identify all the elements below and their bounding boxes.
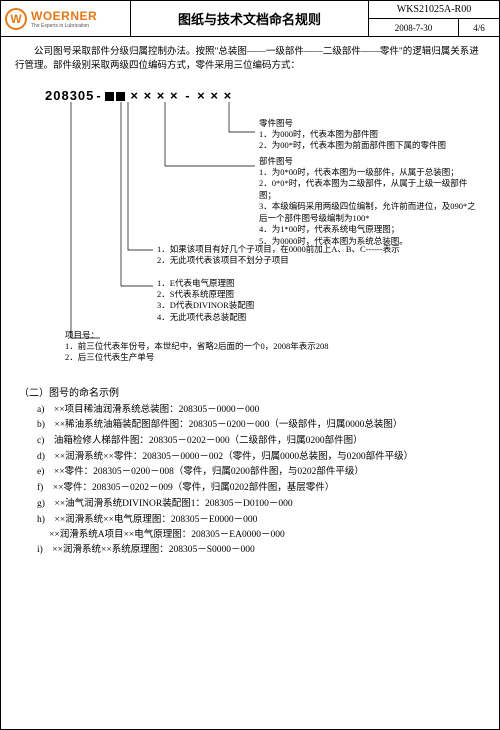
header: W WOERNER The Experts in Lubrication 图纸与… bbox=[1, 1, 499, 37]
example-h2: ××润滑系统A项目××电气原理图：208305－EA0000－000 bbox=[49, 528, 485, 543]
g2-l1: 1．为0*00时，代表本图为一级部件，从属于总装图； bbox=[259, 167, 479, 178]
doc-date: 2008-7-30 bbox=[369, 19, 459, 36]
brand-name: WOERNER bbox=[31, 9, 97, 23]
example-b: b) ××稀油系统油箱装配图部件图：208305－0200－000（一级部件，归… bbox=[37, 418, 485, 433]
g4-l2: 2．S代表系统原理图 bbox=[157, 289, 477, 300]
brand-tagline: The Experts in Lubrication bbox=[31, 23, 97, 29]
example-c: c) 油箱检修人梯部件图：208305－0202－000（二级部件，归属0200… bbox=[37, 434, 485, 449]
g5-l1: 1．前三位代表年份号，本世纪中，省略2后面的一个0，2008年表示208 bbox=[65, 341, 475, 352]
body: 公司图号采取部件分级归属控制办法。按照"总装图——一级部件——二级部件——零件"… bbox=[1, 37, 499, 565]
doc-number: WKS21025A-R00 bbox=[369, 1, 499, 19]
note-group-1: 零件图号 1．为000时，代表本图为部件图 2．为00*时，代表本图为前面部件图… bbox=[259, 118, 469, 152]
meta: WKS21025A-R00 2008-7-30 4/6 bbox=[369, 1, 499, 36]
doc-title: 图纸与技术文档命名规则 bbox=[131, 1, 369, 36]
example-d: d) ××润滑系统××零件：208305－0000－002（零件，归属0000总… bbox=[37, 450, 485, 465]
g2-l4: 4．为1*00时，代表系统电气原理图； bbox=[259, 224, 479, 235]
intro-text: 公司图号采取部件分级归属控制办法。按照"总装图——一级部件——二级部件——零件"… bbox=[15, 45, 485, 74]
g3-l2: 2．无此项代表该项目不划分子项目 bbox=[157, 255, 477, 266]
note-group-2: 部件图号 1．为0*00时，代表本图为一级部件，从属于总装图； 2．0*0*时，… bbox=[259, 156, 479, 248]
g4-l3: 3．D代表DIVINOR装配图 bbox=[157, 300, 477, 311]
example-i: i) ××润滑系统××系统原理图：208305－S0000－000 bbox=[37, 543, 485, 558]
g4-l4: 4．无此项代表总装配图 bbox=[157, 312, 477, 323]
g2-title: 部件图号 bbox=[259, 156, 479, 167]
g1-l2: 2．为00*时，代表本图为前面部件图下属的零件图 bbox=[259, 140, 469, 151]
example-e: e) ××零件：208305－0200－008（零件，归属0200部件图，与02… bbox=[37, 465, 485, 480]
example-f: f) ××零件：208305－0202－009（零件，归属0202部件图，基层零… bbox=[37, 481, 485, 496]
example-h: h) ××润滑系统××电气原理图：208305－E0000－000 bbox=[37, 513, 485, 528]
g1-l1: 1．为000时，代表本图为部件图 bbox=[259, 129, 469, 140]
note-group-3: 1．如果该项目有好几个子项目，在0000前加上A、B、C------表示 2．无… bbox=[157, 244, 477, 267]
section-2-head: （二）图号的命名示例 bbox=[19, 384, 485, 399]
g2-l2: 2．0*0*时，代表本图为二级部件，从属于上级一级部件图； bbox=[259, 178, 479, 201]
note-group-4: 1．E代表电气原理图 2．S代表系统原理图 3．D代表DIVINOR装配图 4．… bbox=[157, 278, 477, 324]
g4-l1: 1．E代表电气原理图 bbox=[157, 278, 477, 289]
example-a: a) ××项目稀油润滑系统总装图：208305－0000－000 bbox=[37, 403, 485, 418]
g5-l2: 2．后三位代表生产单号 bbox=[65, 352, 475, 363]
g3-l1: 1．如果该项目有好几个子项目，在0000前加上A、B、C------表示 bbox=[157, 244, 477, 255]
logo-cell: W WOERNER The Experts in Lubrication bbox=[1, 1, 131, 36]
logo-icon: W bbox=[5, 8, 27, 30]
page-number: 4/6 bbox=[459, 19, 499, 36]
examples-list: a) ××项目稀油润滑系统总装图：208305－0000－000 b) ××稀油… bbox=[15, 403, 485, 558]
g2-l3: 3．本级编码采用两级四位编制，允许前而进位，及090*之后一个部件图号级编制为1… bbox=[259, 201, 479, 224]
example-g: g) ××油气润滑系统DIVINOR装配图1：208305－D0100－000 bbox=[37, 497, 485, 512]
code-diagram: 208305- × × × × - × × × 零件图号 1．为000时，代表本… bbox=[15, 80, 485, 380]
g5-title: 项目号： bbox=[65, 330, 475, 341]
g1-title: 零件图号 bbox=[259, 118, 469, 129]
page: W WOERNER The Experts in Lubrication 图纸与… bbox=[0, 0, 500, 730]
note-group-5: 项目号： 1．前三位代表年份号，本世纪中，省略2后面的一个0，2008年表示20… bbox=[65, 330, 475, 364]
